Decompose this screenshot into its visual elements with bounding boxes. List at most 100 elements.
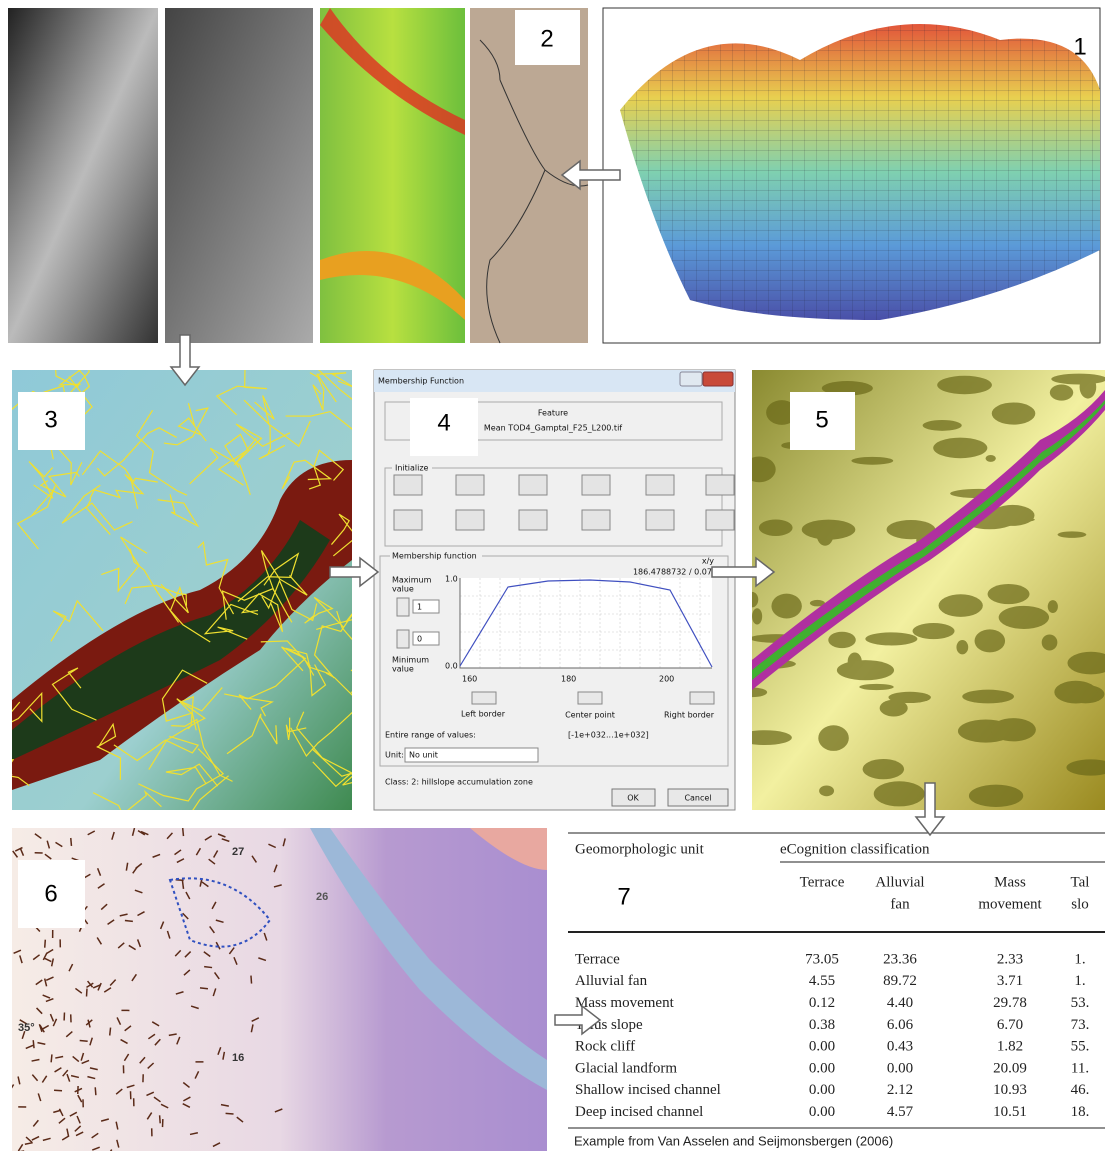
segment-line [217, 433, 249, 486]
panel-frame [12, 828, 547, 1151]
shape-button[interactable] [581, 474, 611, 496]
hatch [43, 939, 47, 948]
image-feature [12, 520, 330, 760]
shape-button[interactable] [645, 509, 675, 531]
hatch [36, 1007, 43, 1015]
segment-line [309, 372, 325, 411]
hatch [25, 1136, 33, 1143]
table-cell: 11. [1071, 1060, 1089, 1076]
segment-line [171, 718, 233, 782]
hatch [19, 1019, 28, 1025]
hatch [153, 1096, 161, 1103]
nudge-button[interactable] [577, 691, 603, 705]
shape-button[interactable] [393, 509, 423, 531]
hatch [137, 911, 145, 917]
shape-button[interactable] [518, 509, 548, 531]
patch [1049, 384, 1074, 401]
hatch [50, 1054, 53, 1063]
min-label: Minimum [392, 656, 429, 665]
image-feature [320, 251, 465, 320]
hatch [87, 1075, 96, 1080]
x-tick: 180 [561, 675, 576, 684]
row-label: Deep incised channel [575, 1104, 703, 1120]
hatch [204, 835, 213, 841]
panel-label: 4 [437, 409, 450, 436]
hatch [203, 951, 211, 958]
unit-combo[interactable] [404, 747, 539, 763]
shape-button[interactable] [705, 509, 735, 531]
row-label: Alluvial fan [575, 973, 648, 989]
right-border: Right border [664, 711, 715, 720]
image-feature [320, 8, 465, 135]
patch [828, 631, 856, 649]
table-cell: 4.40 [887, 995, 913, 1011]
patch [991, 402, 1036, 425]
unit-label: Unit: [385, 751, 404, 760]
hatch [58, 1117, 66, 1124]
shape-button[interactable] [455, 509, 485, 531]
shape-button[interactable] [705, 474, 735, 496]
table-header: Geomorphologic unit [575, 841, 705, 857]
hatch [176, 858, 185, 864]
table-cell: 0.43 [887, 1039, 913, 1055]
hatch [136, 939, 142, 948]
hatch [66, 1128, 70, 1137]
spinner[interactable] [396, 597, 410, 617]
shape-button[interactable] [581, 509, 611, 531]
nudge-button[interactable] [471, 691, 497, 705]
hatch [74, 1125, 82, 1132]
help-button[interactable] [679, 371, 703, 387]
close-button[interactable] [702, 371, 734, 387]
hatch [131, 828, 136, 837]
hatch [124, 919, 133, 923]
row-label: Mass movement [575, 995, 675, 1011]
hatch [134, 889, 143, 894]
hatch [72, 1055, 80, 1063]
hatch [182, 912, 189, 920]
hatch [87, 1019, 91, 1028]
table-cell: 0.12 [809, 995, 835, 1011]
hatch [31, 1058, 40, 1062]
table-cell: 0.38 [809, 1017, 835, 1033]
patch [1079, 375, 1097, 399]
hatch [212, 1142, 221, 1148]
ok-button[interactable] [611, 788, 656, 807]
segment-line [304, 596, 344, 628]
cancel-button[interactable] [667, 788, 729, 807]
nudge-button[interactable] [689, 691, 715, 705]
patch [888, 691, 931, 704]
hatch [12, 1084, 15, 1089]
panel-label: 2 [540, 25, 553, 52]
river-zone [310, 828, 547, 1090]
segment-line [192, 775, 229, 810]
patch [879, 699, 908, 717]
segment-line [313, 613, 352, 679]
hatch [217, 833, 226, 838]
ok-label: OK [627, 794, 639, 803]
hatch [65, 1031, 73, 1038]
max-input[interactable] [412, 599, 440, 614]
patch [990, 718, 1036, 742]
min-input[interactable] [412, 631, 440, 646]
shape-button[interactable] [455, 474, 485, 496]
table-cell: 53. [1071, 995, 1090, 1011]
shape-button[interactable] [393, 474, 423, 496]
table-cell: 0.00 [809, 1104, 835, 1120]
row-label: Glacial landform [575, 1060, 677, 1076]
segment-line [260, 640, 327, 697]
segment-line [215, 370, 268, 416]
spinner[interactable] [396, 629, 410, 649]
membership-curve [459, 579, 713, 668]
hatch [236, 1116, 244, 1123]
table-cell: 73.05 [805, 951, 839, 967]
hatch [45, 948, 54, 955]
shape-button[interactable] [518, 474, 548, 496]
segment-line [51, 667, 97, 721]
hatch [108, 1027, 112, 1036]
shape-button[interactable] [645, 474, 675, 496]
hatch [158, 1115, 161, 1124]
left-border: Left border [461, 710, 506, 719]
group-label-bg [390, 551, 482, 561]
xy-label: x/y [702, 557, 714, 566]
